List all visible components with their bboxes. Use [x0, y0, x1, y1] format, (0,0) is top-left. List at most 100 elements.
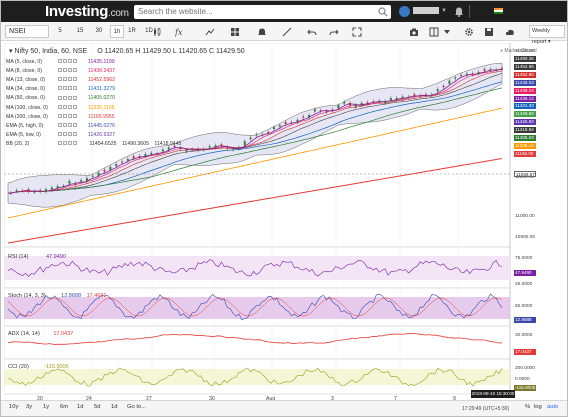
range-button[interactable]: 6m: [60, 404, 69, 410]
legend-label: EMA (5, high, 0): [6, 122, 44, 129]
price-tag: 11435.12: [514, 95, 536, 102]
candle-body: [325, 111, 328, 113]
adx-value: 17.0437: [53, 331, 74, 337]
timeframe-15[interactable]: 15: [76, 28, 84, 34]
legend-controls[interactable]: [58, 77, 88, 82]
bollinger-band: [7, 62, 503, 208]
price-tag: 11454.65: [514, 63, 536, 70]
user-name[interactable]: [413, 7, 439, 14]
india-flag-icon[interactable]: [494, 8, 503, 14]
legend-row[interactable]: MA (100, close, 0) 11335.1165: [6, 105, 115, 111]
legend-row[interactable]: MA (34, close, 0) 11431.3279: [6, 86, 115, 92]
legend-label: MA (5, close, 0): [6, 59, 43, 65]
legend-controls[interactable]: [58, 86, 88, 91]
range-button[interactable]: 5d: [94, 404, 101, 410]
range-button[interactable]: 1y: [43, 404, 50, 410]
timeframe-1h[interactable]: 1h: [110, 25, 124, 38]
legend-row[interactable]: MA (200, close, 0) 11165.9955: [6, 114, 115, 120]
settings-icon[interactable]: [463, 26, 475, 37]
layout-icon[interactable]: [428, 26, 440, 37]
timeframe-1D[interactable]: 1D: [145, 28, 153, 34]
range-button[interactable]: Go to...: [127, 404, 147, 410]
layout-dropdown-icon[interactable]: [441, 26, 453, 37]
save-icon[interactable]: [483, 26, 495, 37]
stoch-tag: 12.8688: [514, 317, 536, 323]
market-status: ● Market Closed: [500, 48, 537, 54]
line-tool-icon[interactable]: [281, 26, 293, 37]
candle-body: [425, 94, 427, 96]
collapse-icon[interactable]: ▾: [9, 48, 13, 55]
legend-controls[interactable]: [58, 141, 88, 146]
legend-row-bb[interactable]: BB (20, 2) 11454.6525 11490.3605 11418.9…: [6, 141, 181, 147]
indicator-icon[interactable]: fx: [174, 26, 186, 37]
legend-row[interactable]: EMA (5, high, 0) 11445.0276: [6, 123, 115, 129]
candle-body: [302, 116, 305, 118]
cloud-icon[interactable]: [504, 26, 516, 37]
price-tag: 11429.50: [514, 111, 536, 118]
alert-icon[interactable]: [256, 26, 268, 37]
candle-body: [460, 74, 463, 76]
legend-row[interactable]: MA (13, close, 0) 11452.5962: [6, 77, 115, 83]
cci-tag: -115.9006: [514, 385, 536, 391]
symbol-input[interactable]: NSEI: [5, 25, 49, 38]
candlestick-icon[interactable]: [151, 26, 163, 37]
legend-value: 11445.0276: [88, 122, 116, 129]
legend-row[interactable]: MA (5, close, 0) 11435.1199: [6, 59, 115, 65]
footer-clock: 17:29:49 (UTC+5:30): [462, 406, 510, 412]
search-box[interactable]: [134, 5, 391, 19]
stoch-axis-label: 50.0000: [515, 304, 533, 309]
camera-icon[interactable]: [408, 26, 420, 37]
candle-body: [483, 69, 486, 71]
legend-controls[interactable]: [58, 68, 88, 73]
timeframe-1R[interactable]: 1R: [128, 28, 136, 34]
search-icon[interactable]: [378, 7, 388, 17]
legend-row[interactable]: MA (8, close, 0) 11439.2437: [6, 68, 115, 74]
log-toggle[interactable]: log: [534, 404, 542, 410]
candle-body: [278, 125, 281, 127]
undo-icon[interactable]: [306, 26, 318, 37]
search-input[interactable]: [138, 7, 368, 16]
percent-toggle[interactable]: %: [525, 404, 531, 410]
adx-axis-label: 30.0000: [515, 333, 533, 338]
candle-body: [349, 102, 351, 106]
redo-icon[interactable]: [328, 26, 340, 37]
fullscreen-icon[interactable]: [351, 26, 363, 37]
timeframe-5[interactable]: 5: [58, 28, 62, 34]
auto-toggle[interactable]: auto: [547, 404, 559, 410]
range-button[interactable]: 10y: [9, 404, 19, 410]
compare-icon[interactable]: [204, 26, 216, 37]
site-logo[interactable]: Investing.com: [45, 3, 129, 20]
price-axis-label: 10900.00: [515, 235, 536, 240]
legend-controls[interactable]: [58, 104, 88, 110]
pane-frame: [4, 325, 511, 360]
candle-body: [273, 127, 275, 129]
weekly-report-select[interactable]: Weekly report ▾: [529, 25, 565, 45]
candle-body: [489, 69, 492, 71]
range-button[interactable]: 1d: [111, 404, 118, 410]
chart-canvas[interactable]: [4, 43, 564, 398]
legend-controls[interactable]: [58, 59, 88, 64]
legend-value: 11405.0270: [88, 95, 116, 102]
rsi-line: [7, 259, 503, 277]
bell-icon[interactable]: [454, 6, 464, 17]
weekly-report-label: Weekly report: [532, 28, 550, 45]
legend-controls[interactable]: [58, 131, 88, 137]
range-button[interactable]: 1d: [77, 404, 84, 410]
legend-row[interactable]: MA (50, close, 0) 11405.0270: [6, 95, 115, 101]
legend-row[interactable]: EMA (5, low, 0) 11426.9327: [6, 132, 115, 138]
user-caret-icon[interactable]: ▼: [441, 8, 447, 14]
candle-body: [430, 94, 433, 96]
candle-body: [477, 72, 480, 74]
timeframe-30[interactable]: 30: [95, 28, 103, 34]
legend-controls[interactable]: [58, 113, 88, 119]
legend-value: 11431.3279: [88, 86, 116, 93]
legend-controls[interactable]: [58, 95, 88, 101]
grid-layout-icon[interactable]: [229, 26, 241, 37]
cci-axis-label: 0.0000: [515, 377, 530, 382]
time-axis-label: 20: [37, 396, 43, 402]
chart-area[interactable]: ▾ Nifty 50, India, 60, NSE O 11420.65 H …: [4, 43, 564, 402]
legend-controls[interactable]: [58, 122, 88, 128]
logo-text: Investing: [45, 3, 109, 20]
range-button[interactable]: 3y: [26, 404, 33, 410]
user-avatar[interactable]: [399, 6, 410, 17]
